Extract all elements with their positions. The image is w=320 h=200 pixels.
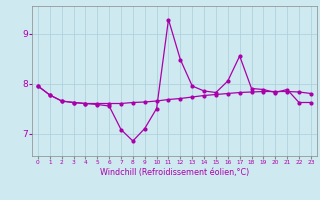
X-axis label: Windchill (Refroidissement éolien,°C): Windchill (Refroidissement éolien,°C) xyxy=(100,168,249,177)
